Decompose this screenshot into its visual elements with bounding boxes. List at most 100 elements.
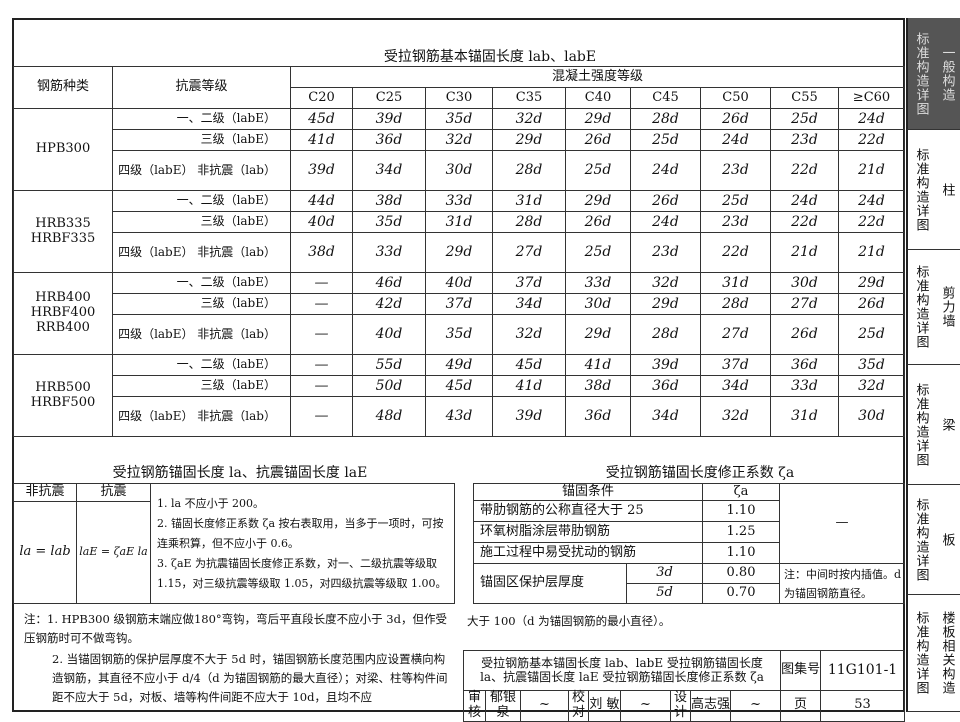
- side-tab[interactable]: 标准构造详图板: [906, 485, 960, 595]
- table-row: 三级（labE） 41d 36d 32d 29d 26d 25d 24d 23d 22d: [14, 129, 905, 151]
- anchorage-value: 23d: [700, 211, 771, 233]
- side-tab[interactable]: 标准构造详图梁: [906, 365, 960, 485]
- coef-table-title: 受拉钢筋锚固长度修正系数 ζa: [605, 465, 795, 481]
- grade-header: C45: [630, 87, 701, 109]
- anchorage-value: 29d: [425, 232, 493, 273]
- anchorage-value: 35d: [838, 354, 905, 376]
- table-row: 四级（labE） 非抗震（lab） 38d 33d 29d 27d 25d 23d 22d 21…: [14, 232, 905, 273]
- seismic-level: 四级（labE） 非抗震（lab）: [112, 232, 291, 273]
- footnote-2: 2. 当锚固钢筋的保护层厚度不大于 5d 时，锚固钢筋长度范围内应设置横向构造钢…: [52, 652, 448, 704]
- anchor-length-table: 非抗震 抗震 1. la 不应小于 200。 2. 锚固长度修正系数 ζa 按右表取用…: [13, 483, 455, 604]
- anchorage-value: 28d: [630, 314, 701, 355]
- side-tab-label: 标准构造详图: [913, 31, 929, 116]
- designer: 高志强: [690, 690, 731, 722]
- anchorage-value: 45d: [492, 354, 566, 376]
- formula-non-seismic: la = lab: [13, 501, 77, 604]
- anchorage-value: 33d: [425, 190, 493, 212]
- anchorage-value: 27d: [700, 314, 771, 355]
- anchorage-value: 48d: [352, 396, 426, 437]
- coef-value: 1.25: [702, 521, 781, 543]
- anchor-table-title: 受拉钢筋锚固长度 la、抗震锚固长度 laE: [112, 465, 368, 481]
- anchorage-value: 21d: [838, 232, 905, 273]
- side-tab-label: 标准构造详图: [913, 611, 929, 695]
- side-tab-section: 剪力墙: [939, 286, 955, 328]
- anchorage-value: 22d: [770, 150, 839, 191]
- side-tab[interactable]: 标准构造详图 一般构造: [906, 18, 960, 130]
- side-tab-label: 标准构造详图: [913, 147, 929, 232]
- condition: 环氧树脂涂层带肋钢筋: [472, 521, 704, 543]
- anchorage-value: 27d: [770, 293, 839, 315]
- col-level-header: 抗震等级: [112, 66, 291, 109]
- anchorage-value: 24d: [630, 211, 701, 233]
- grade-header: C50: [700, 87, 771, 109]
- anchorage-value: 25d: [630, 129, 701, 151]
- anchorage-value: 34d: [492, 293, 566, 315]
- reviewer-signature: ~: [520, 690, 569, 722]
- side-tab-label: 标准构造详图: [913, 265, 929, 349]
- anchorage-value: 23d: [630, 232, 701, 273]
- anchorage-value: 32d: [492, 314, 566, 355]
- anchorage-value: 36d: [770, 354, 839, 376]
- anchorage-value: 29d: [492, 129, 566, 151]
- anchorage-value: 31d: [770, 396, 839, 437]
- page-number: 53: [820, 690, 905, 722]
- cover-sub: 3d: [625, 563, 704, 584]
- anchorage-value: 35d: [425, 108, 493, 130]
- anchorage-value: 34d: [630, 396, 701, 437]
- anchorage-value: 23d: [700, 150, 771, 191]
- side-tab-section: 梁: [939, 417, 955, 432]
- anchorage-value: 24d: [838, 108, 905, 130]
- anchorage-value: 39d: [290, 150, 353, 191]
- anchorage-value: 40d: [290, 211, 353, 233]
- side-tab[interactable]: 标准构造详图 剪力墙: [906, 250, 960, 365]
- anchorage-value: 46d: [352, 272, 426, 294]
- cover-condition: 锚固区保护层厚度: [473, 563, 627, 604]
- anchorage-value: 21d: [770, 232, 839, 273]
- steel-type: HRB400 HRBF400 RRB400: [13, 272, 113, 355]
- table-row: HRB400 HRBF400 RRB400 一、二级（labE） —46d 40d 37…: [13, 272, 905, 355]
- anchorage-value: 28d: [492, 150, 566, 191]
- col-condition: 锚固条件: [472, 483, 704, 501]
- review-label: 审核: [463, 690, 486, 722]
- anchorage-value: 35d: [352, 211, 426, 233]
- designer-signature: ~: [729, 690, 782, 722]
- anchorage-value: 30d: [838, 396, 905, 437]
- coef-note: 注：中间时按内插值。d 为锚固钢筋直径。: [779, 563, 905, 604]
- dash: —: [779, 483, 905, 564]
- anchorage-value: 25d: [700, 190, 771, 212]
- anchorage-value: 36d: [565, 396, 631, 437]
- table-row: 四级（labE） 非抗震（lab） —40d 35d 32d 29d 28d 27d 26d 2…: [14, 314, 905, 355]
- main-table-title: 受拉钢筋基本锚固长度 lab、labE: [383, 49, 597, 65]
- anchorage-value: 37d: [425, 293, 493, 315]
- anchorage-value: 30d: [425, 150, 493, 191]
- steel-type: HPB300: [13, 108, 113, 191]
- anchorage-value: 45d: [290, 108, 353, 130]
- anchorage-value: 38d: [565, 375, 631, 397]
- anchorage-value: 32d: [630, 272, 701, 294]
- drawing-name: 受拉钢筋基本锚固长度 lab、labE 受拉钢筋锚固长度 la、抗震锚固长度 l…: [462, 650, 782, 691]
- anchorage-value: 39d: [492, 396, 566, 437]
- anchorage-value: 26d: [565, 211, 631, 233]
- side-tab[interactable]: 标准构造详图 楼板相关构造: [906, 595, 960, 712]
- anchorage-value: 41d: [290, 129, 353, 151]
- anchorage-value: 22d: [838, 211, 905, 233]
- anchorage-value: 24d: [700, 129, 771, 151]
- reviewer: 郁银泉: [485, 690, 521, 722]
- seismic-level: 一、二级（labE）: [112, 354, 291, 376]
- coef-value: 1.10: [702, 542, 781, 564]
- side-tab-section: 板: [939, 532, 955, 547]
- anchorage-value: 26d: [838, 293, 905, 315]
- footnote-1: 注：1. HPB300 级钢筋末端应做180°弯钩，弯后平直段长度不应小于 3d…: [24, 612, 447, 645]
- steel-type: HRB500 HRBF500: [13, 354, 113, 437]
- grade-header: C55: [770, 87, 839, 109]
- side-tab[interactable]: 标准构造详图柱: [906, 130, 960, 250]
- anchorage-value: 24d: [630, 150, 701, 191]
- grade-header: ≥C60: [838, 87, 905, 109]
- col-seismic: 抗震: [76, 483, 151, 502]
- anchorage-value: 26d: [630, 190, 701, 212]
- anchorage-value: 37d: [492, 272, 566, 294]
- anchorage-value: 40d: [425, 272, 493, 294]
- condition: 带肋钢筋的公称直径大于 25: [472, 500, 704, 522]
- anchorage-value: —: [290, 272, 353, 294]
- anchorage-value: 28d: [492, 211, 566, 233]
